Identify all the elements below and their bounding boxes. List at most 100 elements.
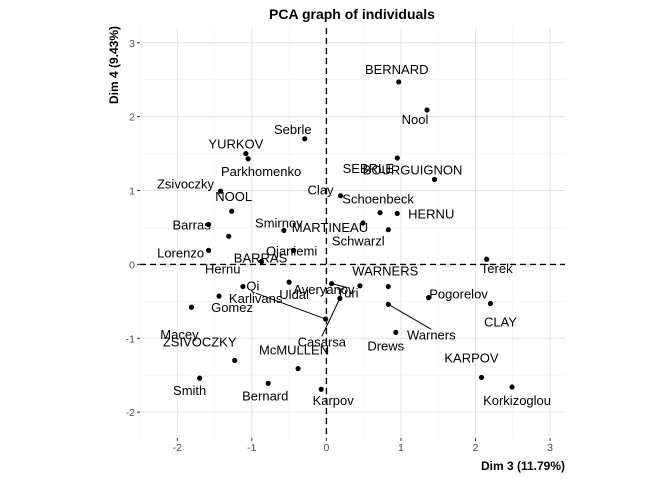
label-schoenbeck: Schoenbeck <box>342 192 414 207</box>
point-korkizoglou <box>509 384 515 390</box>
point-bourguignon <box>431 176 438 183</box>
chart-title: PCA graph of individuals <box>269 6 435 22</box>
x-tick-label: 2 <box>473 442 479 454</box>
point-drews <box>393 329 399 335</box>
label-zsivoczky: Zsivoczky <box>157 176 215 191</box>
point-terek <box>484 256 490 262</box>
point-hernu <box>394 210 400 217</box>
label-korkizoglou: Korkizoglou <box>483 393 551 408</box>
label-clay: Clay <box>308 183 335 198</box>
label-zsivoczky: ZSIVOCZKY <box>163 334 237 349</box>
point-gomez <box>216 293 222 299</box>
x-tick-label: -2 <box>173 442 182 454</box>
point-ojaniemi <box>290 247 297 253</box>
point-averyanov <box>357 283 363 289</box>
y-tick-label: 0 <box>129 259 135 271</box>
point-martineau <box>360 220 366 226</box>
point-smith <box>197 375 203 381</box>
point-zsivoczky <box>232 357 238 364</box>
label-ojaniemi: Ojaniemi <box>266 243 317 258</box>
label-qi: Qi <box>246 279 259 294</box>
y-tick-label: 3 <box>129 38 135 50</box>
point-clay <box>337 193 344 199</box>
label-bernard: Bernard <box>242 388 288 403</box>
label-karpov: Karpov <box>313 393 355 408</box>
point-sebrle <box>302 136 308 142</box>
label-barras: Barras <box>172 218 211 233</box>
y-axis-ticks: -2 -1 0 1 2 3 <box>126 38 140 419</box>
label-yurkov: YURKOV <box>208 137 263 152</box>
label-clay: CLAY <box>484 315 517 330</box>
point-barras <box>258 258 265 265</box>
label-sebrle: SEBRLE <box>343 161 395 176</box>
label-bourguignon: BOURGUIGNON <box>363 162 463 177</box>
point-warners <box>385 301 391 307</box>
point-mcmullen <box>295 365 301 372</box>
label-warners: Warners <box>407 327 456 342</box>
label-schwarzl: Schwarzl <box>332 234 385 249</box>
point-schwarzl <box>385 227 391 233</box>
label-averyanov: Averyanov <box>293 282 355 297</box>
label-macey: Macey <box>160 327 199 342</box>
point-karpov <box>478 374 485 381</box>
reference-lines <box>140 28 565 438</box>
label-sebrle: Sebrle <box>274 122 312 137</box>
label-karpov: KARPOV <box>444 350 499 365</box>
point-labels: BERNARD Nool Sebrle YURKOV Parkhomenko SEBRLE… <box>157 62 551 408</box>
point-uldal <box>286 279 292 285</box>
point-schoenbeck <box>377 210 383 216</box>
y-axis-label: Dim 4 (9.43%) <box>107 26 121 104</box>
connector-warners <box>388 303 432 330</box>
label-pogorelov: Pogorelov <box>429 287 488 302</box>
label-bernard: BERNARD <box>365 62 429 77</box>
point-pogorelov <box>425 295 432 301</box>
point-clay <box>487 300 494 307</box>
y-tick-label: 1 <box>129 186 135 198</box>
label-martineau: MARTINEAU <box>292 220 368 235</box>
label-smith: Smith <box>173 383 206 398</box>
label-terek: Terek <box>481 261 513 276</box>
point-casarsa <box>337 295 343 301</box>
y-tick-label: -1 <box>126 333 135 345</box>
connector-karlivans <box>255 292 326 320</box>
label-lorenzo: Lorenzo <box>157 245 204 260</box>
label-nool: NOOL <box>215 189 252 204</box>
x-axis-label: Dim 3 (11.79%) <box>481 459 565 473</box>
data-points <box>188 79 515 392</box>
point-zsivoczky <box>217 188 224 194</box>
point-bernard <box>265 380 271 386</box>
x-tick-label: -1 <box>247 442 256 454</box>
point-sebrle <box>394 155 400 161</box>
point-yurkov <box>243 150 249 157</box>
label-smirnov: Smirnov <box>255 215 303 230</box>
label-hernu: Hernu <box>205 261 240 276</box>
label-casarsa: Casarsa <box>298 334 347 349</box>
point-nool <box>424 107 430 113</box>
point-warners <box>385 283 391 290</box>
label-drews: Drews <box>367 338 404 353</box>
point-karlivans <box>323 316 329 322</box>
x-tick-label: 0 <box>323 442 329 454</box>
label-mcmullen: McMULLEN <box>259 343 329 358</box>
point-nool <box>229 208 235 214</box>
label-gomez: Gomez <box>211 300 253 315</box>
point-hernu <box>226 233 232 239</box>
x-axis-ticks: -2 -1 0 1 2 3 <box>173 438 553 454</box>
point-turi <box>329 281 335 287</box>
point-parkhomenko <box>245 156 251 162</box>
label-uldal: Uldal <box>279 287 309 302</box>
label-barras: BARRAS <box>234 250 288 265</box>
point-smirnov <box>281 227 287 234</box>
label-nool: Nool <box>402 112 429 127</box>
point-barras <box>205 221 212 228</box>
y-tick-label: -2 <box>126 407 135 419</box>
point-qi <box>240 283 246 290</box>
x-tick-label: 1 <box>398 442 404 454</box>
y-tick-label: 2 <box>129 112 135 124</box>
x-tick-label: 3 <box>547 442 553 454</box>
label-connectors <box>255 283 432 337</box>
label-karlivans: Karlivans <box>229 291 283 306</box>
label-turi: Turi <box>337 286 359 301</box>
label-warners: WARNERS <box>352 264 418 279</box>
